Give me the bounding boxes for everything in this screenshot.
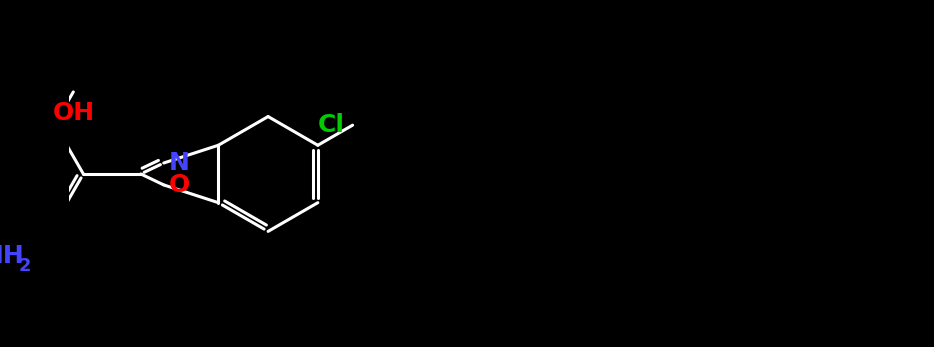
Text: 2: 2 [19,257,31,275]
Text: NH: NH [0,244,25,268]
Text: N: N [168,151,190,175]
Text: Cl: Cl [318,113,346,137]
Text: OH: OH [52,101,94,125]
Text: O: O [168,173,190,197]
